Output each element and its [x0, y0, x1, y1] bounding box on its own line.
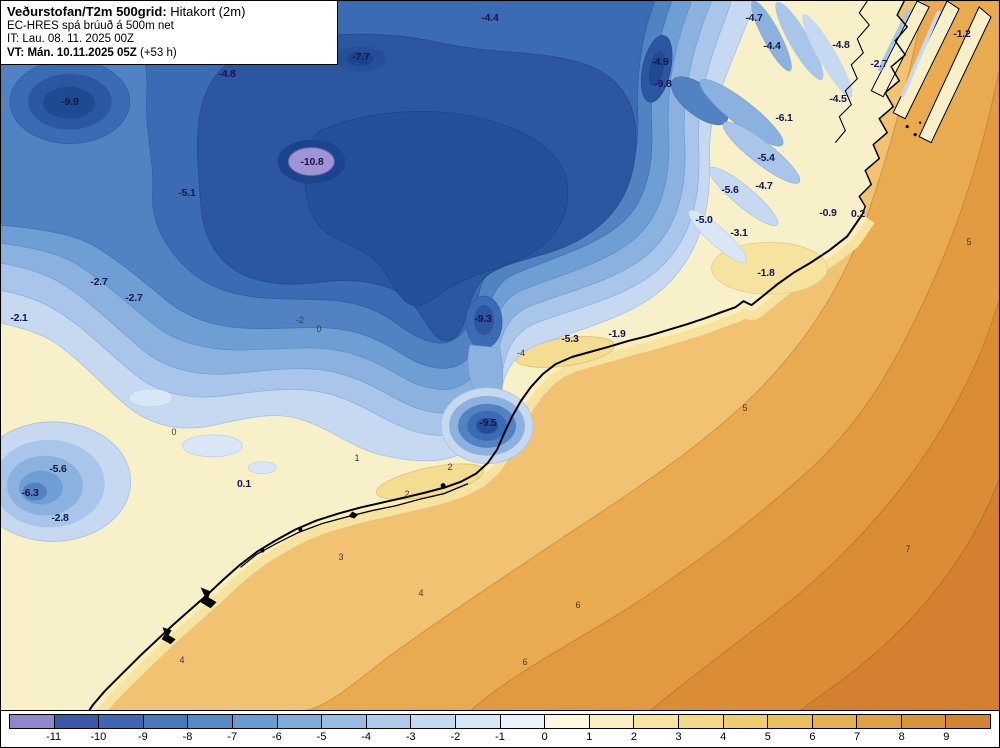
- colorbar-cell: [277, 715, 323, 728]
- colorbar-cell: [901, 715, 947, 728]
- init-time: IT: Lau. 08. 11. 2025 00Z: [7, 33, 135, 46]
- colorbar-tick: -8: [182, 731, 193, 743]
- colorbar-cell: [188, 715, 233, 728]
- colorbar-cell: [232, 715, 278, 728]
- colorbar-tick: 8: [898, 731, 905, 743]
- colorbar-cell: [723, 715, 769, 728]
- valid-time-main: VT: Mán. 10.11.2025 05Z: [7, 47, 137, 60]
- colorbar-cell: [54, 715, 100, 728]
- fjord-peninsula: [918, 6, 992, 144]
- colorbar-tick: 1: [586, 731, 593, 743]
- colorbar-cell: [812, 715, 858, 728]
- model-description: EC-HRES spá brúuð á 500m net: [7, 19, 174, 32]
- colorbar-cell: [500, 715, 546, 728]
- colorbar-tick: -7: [227, 731, 238, 743]
- nw-cold-cell-core: [42, 86, 95, 119]
- lowland-warm-patch: [375, 463, 485, 500]
- sw-cold-patch-core: [22, 482, 47, 501]
- colorbar-tick: -11: [46, 731, 62, 743]
- colorbar-cell: [10, 715, 55, 728]
- glacier-tongue-core: [474, 305, 495, 336]
- colorbar-tick: 3: [675, 731, 682, 743]
- colorbar-tick: -9: [138, 731, 148, 743]
- colorbar-cell: [99, 715, 144, 728]
- river-mouth-mark: [200, 587, 217, 609]
- islet: [913, 133, 917, 137]
- colorbar-cell: [143, 715, 189, 728]
- temperature-map: -4.4 -4.7 -4.4 -4.8 -2.7 -1.2 -4.8 -7.7 -4.9 -9.8…: [1, 1, 999, 711]
- coldest-core-purple: [287, 147, 335, 177]
- colorbar-cell: [545, 715, 590, 728]
- fjord-coastline-inner: [834, 1, 870, 143]
- sea-band-7: [648, 300, 999, 711]
- colorbar-tick: 6: [809, 731, 816, 743]
- colorbar-cell: [946, 715, 991, 728]
- colorbar-cell: [857, 715, 902, 728]
- lagoon-mark: [260, 548, 265, 553]
- lagoon-mark: [298, 527, 303, 532]
- colorbar-tick-labels: -11 -10 -9 -8 -7 -6 -5 -4 -3 -2 -1 0 1 2 3 4 5 6 7 8 9: [9, 731, 991, 746]
- colorbar-cell: [322, 715, 367, 728]
- map-info-box: Veðurstofan/T2m 500grid: Hitakort (2m) E…: [1, 1, 338, 65]
- colorbar-tick: -1: [495, 731, 505, 743]
- temperature-colorbar: [9, 714, 991, 729]
- lagoon-mark: [440, 483, 446, 489]
- fjord-ridge-stripe: [877, 8, 911, 72]
- lagoon-mark: [348, 511, 359, 519]
- colorbar-cell: [768, 715, 813, 728]
- colorbar-cell: [634, 715, 679, 728]
- colorbar-tick: 9: [943, 731, 950, 743]
- river-mouth-mark: [161, 627, 176, 645]
- colorbar-cell: [678, 715, 724, 728]
- temperature-map-canvas: [1, 1, 999, 711]
- colorbar-tick: -6: [271, 731, 282, 743]
- lowland-cool-pool: [128, 388, 174, 408]
- sea-band-8: [798, 479, 999, 711]
- east-ridge-stripe: [708, 166, 779, 227]
- islet: [905, 125, 909, 129]
- map-title: Veðurstofan/T2m 500grid: Hitakort (2m): [7, 4, 325, 20]
- colorbar-tick: -5: [316, 731, 327, 743]
- ridge-cold-spot-core: [648, 51, 665, 87]
- colorbar-area: -11 -10 -9 -8 -7 -6 -5 -4 -3 -2 -1 0 1 2 3 4 5 6 7 8 9: [1, 710, 999, 747]
- islet: [918, 121, 922, 124]
- colorbar-cell: [411, 715, 456, 728]
- lowland-cool-pool: [182, 434, 243, 458]
- fjord-ridge-stripe: [802, 14, 853, 98]
- colorbar-cell: [455, 715, 501, 728]
- colorbar-tick: 4: [720, 731, 727, 743]
- colorbar-cell: [366, 715, 412, 728]
- east-ridge-stripe: [699, 79, 784, 147]
- fjord-ridge-stripe: [900, 10, 941, 98]
- colorbar-tick: 0: [541, 731, 548, 743]
- colorbar-tick: -2: [450, 731, 461, 743]
- fjord-ridge-stripe: [775, 1, 824, 81]
- valid-time: VT: Mán. 10.11.2025 05Z (+53 h): [7, 47, 325, 61]
- fjord-ridge-stripe: [751, 1, 792, 72]
- icecap-core: [476, 417, 499, 434]
- colorbar-tick: -3: [405, 731, 416, 743]
- east-ridge-stripe: [688, 209, 747, 263]
- cold-spot-core: [347, 51, 374, 66]
- valid-time-offset: (+53 h): [139, 47, 177, 60]
- map-title-type: Hitakort (2m): [170, 4, 246, 19]
- colorbar-tick: 7: [854, 731, 861, 743]
- cold-contour-level8: [304, 111, 569, 306]
- east-ridge-stripe: [722, 121, 801, 184]
- map-title-product: Veðurstofan/T2m 500grid:: [7, 4, 167, 19]
- fjord-coastline: [858, 1, 909, 215]
- lowland-cool-pool: [248, 461, 277, 475]
- colorbar-tick: 5: [764, 731, 771, 743]
- colorbar-tick: -10: [90, 731, 107, 743]
- colorbar-tick: -4: [361, 731, 371, 743]
- colorbar-cell: [589, 715, 635, 728]
- colorbar-tick: 2: [630, 731, 637, 743]
